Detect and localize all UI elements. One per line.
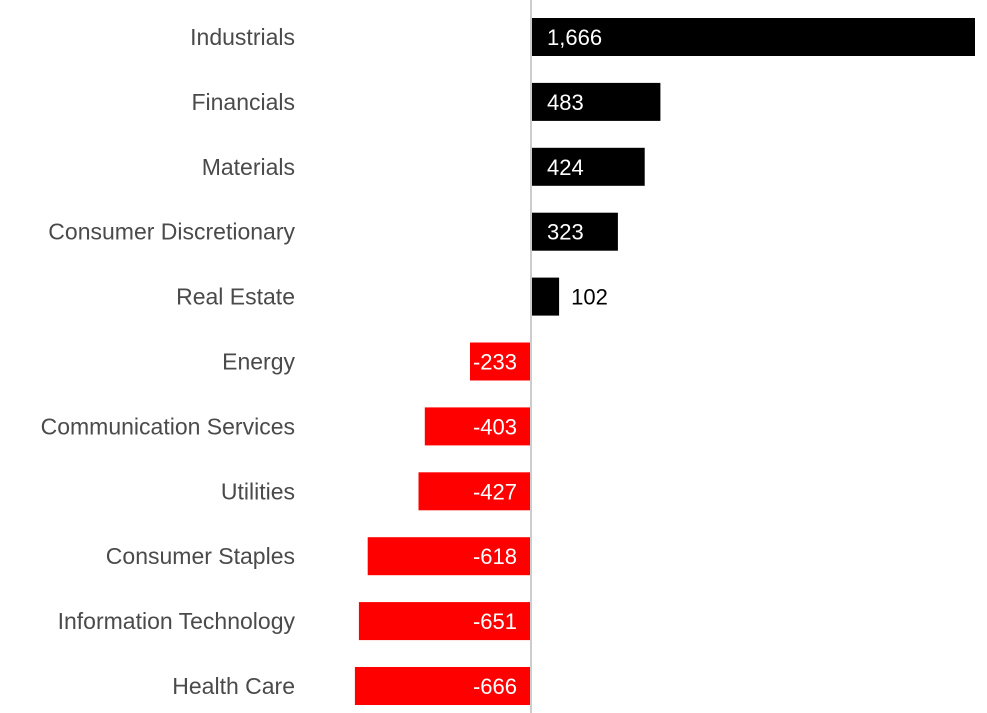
value-label: -403	[473, 414, 517, 439]
value-label: -233	[473, 350, 517, 375]
value-label: 102	[571, 285, 608, 310]
value-label: 424	[547, 155, 584, 180]
category-label: Real Estate	[176, 284, 295, 310]
value-label: 1,666	[547, 25, 602, 50]
bar-consumer-discretionary	[532, 212, 618, 251]
value-label: -651	[473, 609, 517, 634]
category-label: Communication Services	[41, 413, 295, 439]
bar-industrials	[532, 18, 975, 56]
category-label: Health Care	[172, 673, 295, 699]
category-label: Industrials	[190, 24, 295, 50]
category-label: Utilities	[221, 478, 295, 504]
value-label: 483	[547, 90, 584, 115]
value-label: -666	[473, 674, 517, 699]
bars-layer	[354, 18, 975, 705]
category-label: Financials	[191, 89, 295, 115]
category-label: Energy	[222, 349, 295, 375]
category-label: Materials	[202, 154, 295, 180]
value-label: -427	[473, 479, 517, 504]
bar-real-estate	[532, 277, 560, 316]
bar-consumer-staples	[367, 537, 532, 576]
bar-financials	[532, 82, 661, 121]
bar-communication-services	[424, 407, 532, 446]
bar-utilities	[418, 472, 532, 511]
category-label: Consumer Discretionary	[48, 219, 295, 245]
category-label: Consumer Staples	[106, 543, 295, 569]
bar-materials	[532, 147, 645, 186]
value-label: -618	[473, 544, 517, 569]
value-label: 323	[547, 220, 584, 245]
labels-layer: Industrials 1,666 Financials 483 Materials 42…	[41, 24, 608, 699]
bar-information-technology	[358, 602, 532, 641]
category-label: Information Technology	[58, 608, 296, 634]
bar-health-care	[354, 667, 532, 705]
bar-energy	[470, 342, 532, 381]
